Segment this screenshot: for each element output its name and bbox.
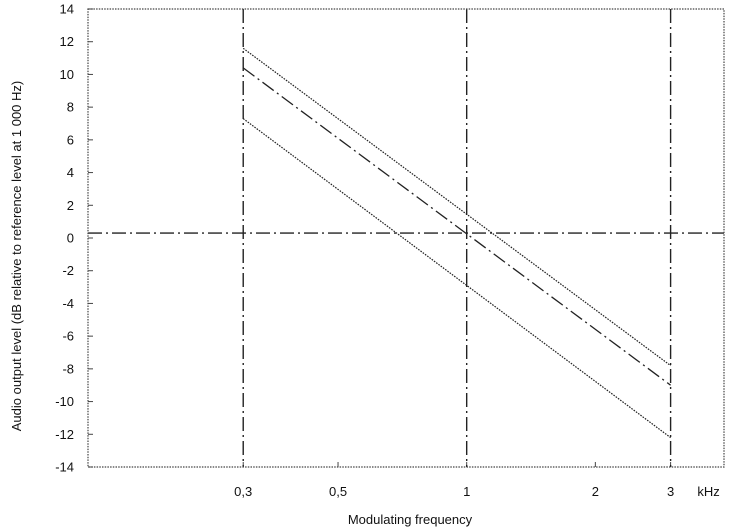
plot-frame (87, 8, 725, 468)
x-axis-title: Modulating frequency (348, 512, 473, 527)
y-tick-label: -10 (55, 394, 74, 409)
x-axis: 0,3 0,5 1 2 3 (234, 462, 674, 499)
x-tick-label: 0,3 (234, 484, 252, 499)
y-tick-label: 14 (60, 2, 74, 17)
series-line-2 (242, 67, 671, 386)
x-tick-label: 3 (667, 484, 674, 499)
y-tick-label: -4 (62, 296, 74, 311)
y-tick-label: -2 (62, 263, 74, 278)
y-tick-label: -8 (62, 361, 74, 376)
y-tick-label: 2 (67, 198, 74, 213)
y-tick-label: 4 (67, 165, 74, 180)
y-tick-label: 0 (67, 231, 74, 246)
y-tick-label: 10 (60, 67, 74, 82)
x-tick-label: 1 (463, 484, 470, 499)
y-tick-label: 8 (67, 100, 74, 115)
y-tick-label: -12 (55, 427, 74, 442)
y-axis: 14 12 10 8 6 4 2 0 -2 -4 -6 -8 -10 -12 -14 (55, 2, 93, 475)
x-axis-title-group: Modulating frequency (348, 512, 473, 527)
series-line-3 (242, 118, 671, 439)
reference-lines (88, 9, 724, 467)
x-axis-unit-label: kHz (697, 484, 719, 499)
y-axis-title-group: Audio output level (dB relative to refer… (9, 81, 24, 431)
y-tick-label: -6 (62, 329, 74, 344)
y-tick-label: 12 (60, 34, 74, 49)
x-tick-label: 2 (592, 484, 599, 499)
y-tick-label: 6 (67, 132, 74, 147)
y-tick-label: -14 (55, 460, 74, 475)
series-lines (242, 47, 671, 439)
series-line-1 (242, 47, 671, 367)
x-tick-label: 0,5 (329, 484, 347, 499)
y-axis-title: Audio output level (dB relative to refer… (9, 81, 24, 431)
